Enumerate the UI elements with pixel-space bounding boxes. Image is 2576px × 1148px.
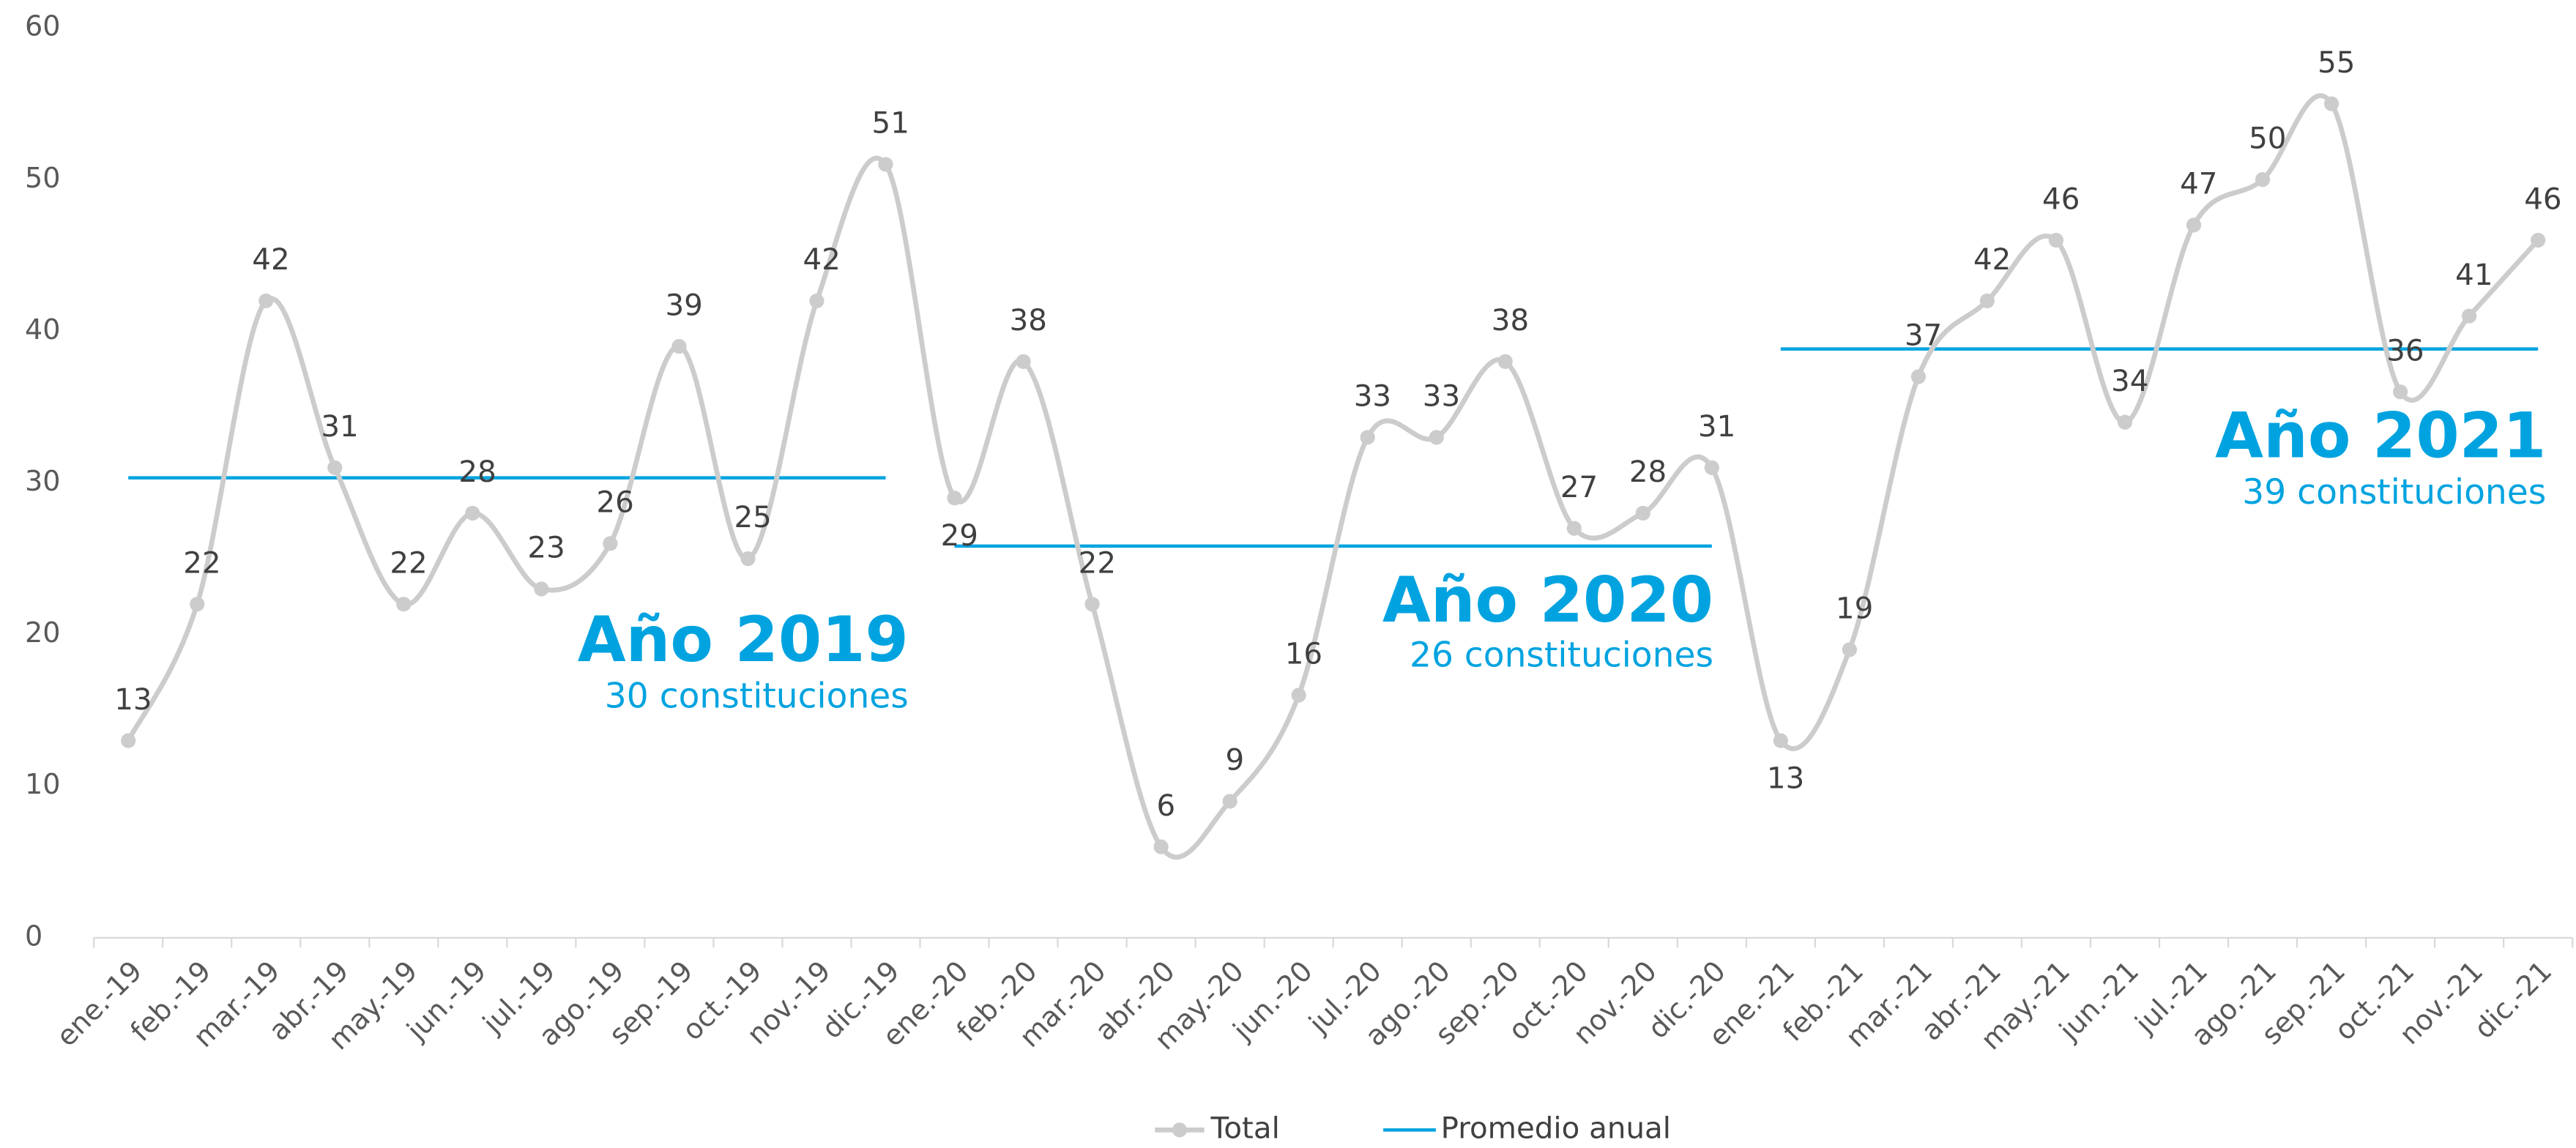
point <box>947 491 962 506</box>
point <box>2393 384 2408 400</box>
y-tick-label: 60 <box>25 10 61 42</box>
data-label: 50 <box>2249 121 2286 155</box>
y-tick-label: 0 <box>25 920 42 952</box>
point <box>1222 794 1237 809</box>
data-label: 26 <box>596 485 633 520</box>
point <box>1842 642 1857 657</box>
data-label: 31 <box>1698 409 1735 444</box>
data-label: 41 <box>2455 258 2493 292</box>
point <box>1704 460 1719 475</box>
data-label: 42 <box>252 242 289 277</box>
data-label: 39 <box>665 288 702 322</box>
point <box>1429 430 1444 445</box>
data-label: 28 <box>1629 455 1667 489</box>
point <box>1084 597 1100 612</box>
point <box>327 460 343 475</box>
data-label: 16 <box>1285 637 1322 671</box>
point <box>1979 293 1995 309</box>
point <box>2531 233 2546 248</box>
point <box>2186 217 2202 233</box>
data-label: 22 <box>1079 545 1116 580</box>
point <box>396 597 412 612</box>
data-label: 38 <box>1492 303 1529 338</box>
point <box>1153 839 1169 854</box>
x-tick-label: ene.-19 <box>50 955 148 1053</box>
data-label: 51 <box>872 106 909 141</box>
point <box>1566 521 1582 536</box>
data-label: 13 <box>114 682 152 717</box>
data-label: 33 <box>1354 379 1391 414</box>
data-label: 13 <box>1767 761 1804 795</box>
y-tick-label: 30 <box>25 465 61 497</box>
data-label: 19 <box>1836 592 1873 626</box>
point <box>740 551 756 567</box>
point <box>1360 430 1375 445</box>
data-label: 25 <box>734 500 772 534</box>
point <box>1773 733 1788 748</box>
data-label: 37 <box>1905 318 1942 353</box>
point <box>121 733 136 748</box>
point <box>878 157 893 172</box>
y-tick-label: 50 <box>25 162 61 194</box>
point <box>2117 414 2133 430</box>
data-label: 33 <box>1423 379 1460 414</box>
point <box>2323 96 2339 111</box>
data-label: 29 <box>941 518 978 553</box>
point <box>1635 505 1650 521</box>
point <box>1016 354 1031 369</box>
point <box>2462 308 2477 324</box>
annotation-text: 39 constituciones <box>2242 472 2546 512</box>
point <box>534 581 549 597</box>
data-label: 36 <box>2386 333 2424 368</box>
point <box>258 293 274 309</box>
data-label: 38 <box>1010 303 1047 338</box>
point <box>2255 172 2271 187</box>
legend-label: Promedio anual <box>1441 1111 1671 1145</box>
point <box>809 293 824 309</box>
data-label: 46 <box>2042 182 2080 216</box>
data-label: 22 <box>390 545 427 580</box>
annotation-text: 26 constituciones <box>1410 635 1713 675</box>
data-label: 22 <box>183 545 220 580</box>
annotation-title: Año 2019 <box>578 604 909 676</box>
point <box>1910 369 1927 384</box>
data-label: 6 <box>1157 789 1176 823</box>
data-label: 23 <box>527 531 565 565</box>
point <box>603 536 618 551</box>
y-tick-label: 20 <box>25 616 61 649</box>
data-label: 46 <box>2524 182 2561 216</box>
annotation-title: Año 2020 <box>1382 564 1713 637</box>
point <box>1291 687 1306 703</box>
x-tick-label: dic.-21 <box>2468 955 2558 1045</box>
y-tick-label: 10 <box>25 768 61 800</box>
point <box>671 338 687 354</box>
data-label: 42 <box>1973 242 2011 277</box>
data-label: 34 <box>2111 364 2148 398</box>
point <box>2048 233 2064 248</box>
legend-label: Total <box>1210 1111 1280 1145</box>
point <box>465 505 480 521</box>
data-label: 55 <box>2318 45 2355 80</box>
y-tick-label: 40 <box>25 313 61 346</box>
annotation-title: Año 2021 <box>2215 400 2546 473</box>
annotation-text: 30 constituciones <box>605 676 909 716</box>
data-label: 47 <box>2180 167 2217 201</box>
data-label: 9 <box>1226 743 1245 778</box>
point <box>190 597 205 612</box>
data-label: 28 <box>458 455 496 489</box>
data-label: 31 <box>321 409 358 444</box>
data-label: 27 <box>1560 470 1598 504</box>
legend-symbol <box>1172 1122 1188 1138</box>
data-label: 42 <box>803 242 841 277</box>
point <box>1497 354 1513 369</box>
